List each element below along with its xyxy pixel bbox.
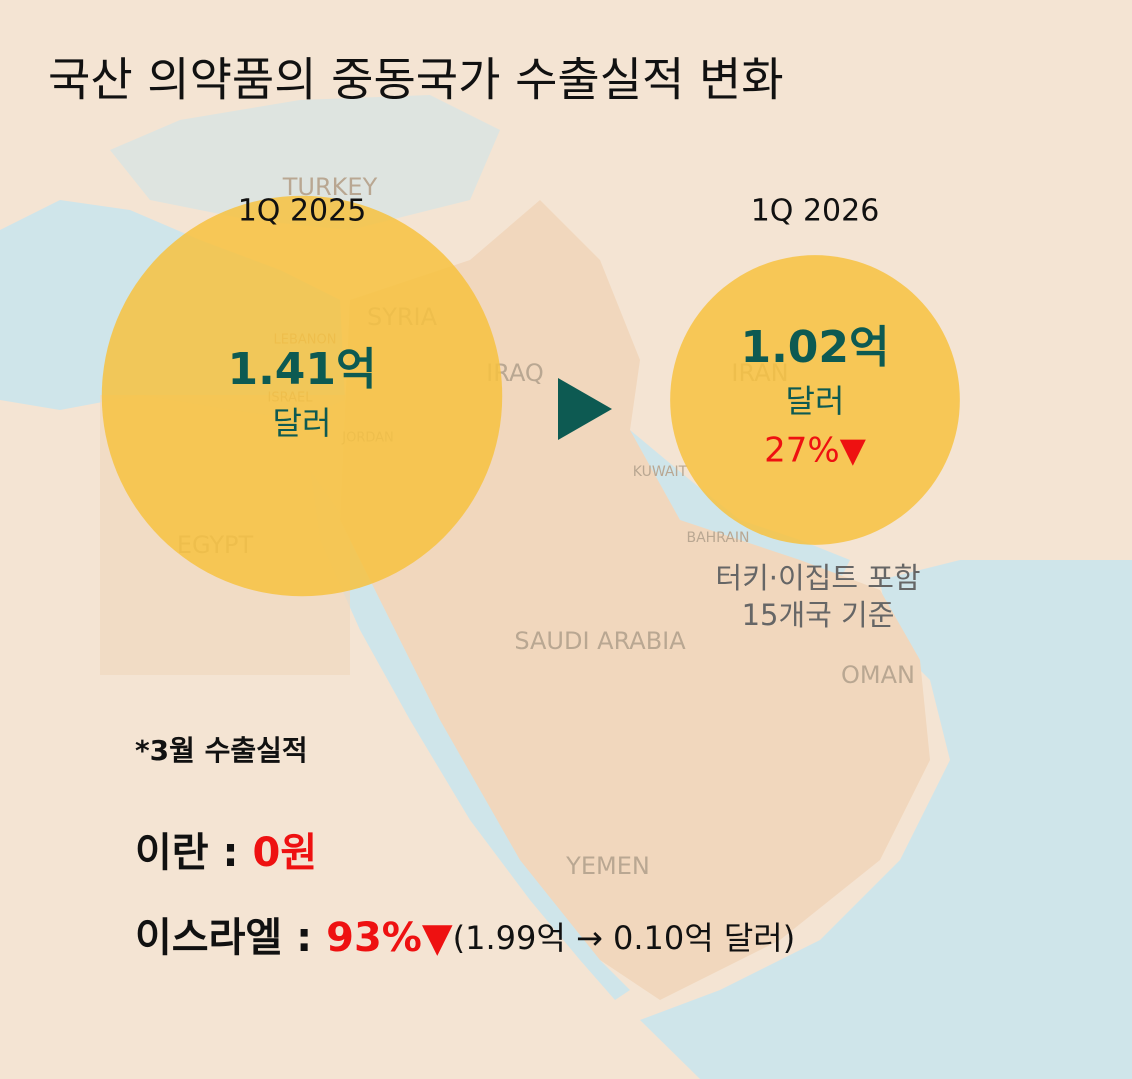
value-label: 1.02억 [740,322,889,373]
bubble [670,255,960,545]
arabian-sea [640,560,1132,1079]
map-label: YEMEN [565,852,650,880]
iran-value: 0원 [253,830,318,876]
value-label: 1.41억 [227,344,376,395]
map-label: OMAN [841,661,915,689]
change-label: 27%▼ [764,431,867,471]
period-label: 1Q 2025 [238,194,367,229]
israel-detail: (1.99억 → 0.10억 달러) [453,919,796,957]
note: 터키·이집트 포함 [715,561,920,595]
period-label: 1Q 2026 [751,194,880,229]
black-sea [110,95,500,230]
title: 국산 의약품의 중동국가 수출실적 변화 [48,53,784,107]
note: 15개국 기준 [742,598,895,632]
israel-value: 93%▼ [326,915,453,961]
map-label: KUWAIT [633,464,688,480]
israel-label: 이스라엘 : [135,915,312,961]
map-label: BAHRAIN [686,530,749,546]
map-label: SAUDI ARABIA [514,627,686,655]
unit-label: 달러 [786,382,845,420]
bubble [101,195,503,597]
unit-label: 달러 [273,404,332,442]
arrow [558,378,612,440]
iran-label: 이란 : [135,830,239,876]
israel-line: 이스라엘 : 93%▼(1.99억 → 0.10억 달러) [135,915,795,961]
iran-line: 이란 : 0원 [135,830,317,876]
footnote-title: *3월 수출실적 [135,734,308,767]
